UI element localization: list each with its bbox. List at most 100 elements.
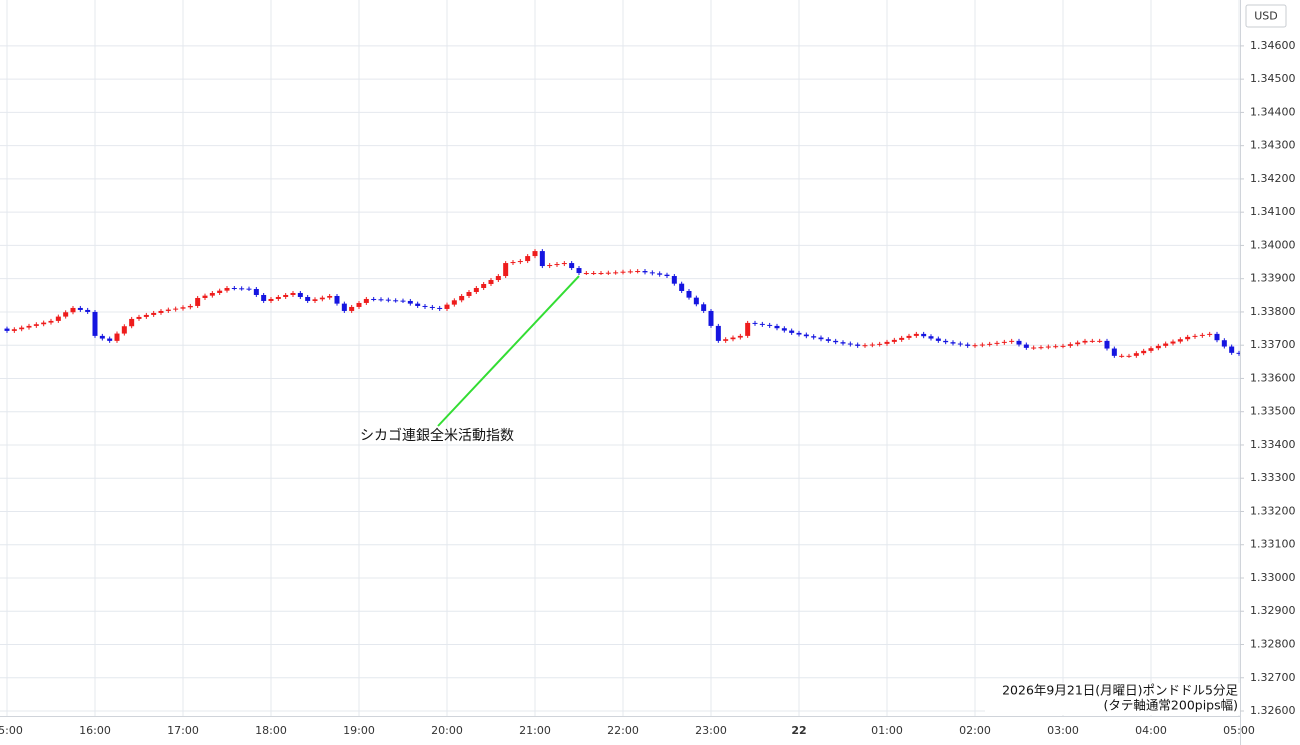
candle-body [657, 273, 663, 275]
candle-body [855, 344, 861, 346]
candle-body [693, 297, 699, 305]
candle-body [437, 307, 443, 309]
candle-body [664, 274, 670, 277]
candle-body [55, 316, 61, 321]
candle-body [561, 263, 567, 265]
currency-label: USD [1254, 10, 1278, 23]
notes: 2026年9月21日(月曜日)ポンドドル5分足 (タテ軸通常200pips幅) [985, 683, 1240, 715]
y-tick-label: 1.34200 [1250, 172, 1296, 185]
x-tick-label: 16:00 [79, 724, 111, 737]
candle-body [950, 342, 956, 344]
candle-body [26, 325, 32, 328]
x-tick-label: 19:00 [343, 724, 375, 737]
candle-body [1082, 340, 1088, 343]
candle-body [752, 322, 758, 324]
y-tick-label: 1.33900 [1250, 272, 1296, 285]
candle-body [341, 303, 347, 311]
candle-body [862, 345, 868, 347]
candle-body [598, 273, 604, 275]
candle-body [789, 330, 795, 333]
y-tick-label: 1.33100 [1250, 538, 1296, 551]
candle-body [605, 272, 611, 274]
candle-body [884, 341, 890, 344]
candle-body [679, 283, 685, 291]
candle-body [569, 263, 575, 269]
candle-body [759, 323, 765, 325]
candle-body [246, 288, 252, 290]
candle-body [1141, 350, 1147, 354]
candle-body [745, 322, 751, 336]
candle-body [422, 305, 428, 307]
candle-body [1111, 348, 1117, 356]
grid [0, 0, 1240, 716]
candle-body [217, 290, 223, 293]
candle-body [811, 336, 817, 338]
candle-body [33, 324, 39, 326]
x-tick-label: 22 [791, 724, 806, 737]
candle-body [796, 332, 802, 335]
candle-body [906, 335, 912, 338]
candle-body [253, 288, 259, 295]
candle-body [833, 340, 839, 343]
y-tick-label: 1.32600 [1250, 704, 1296, 717]
candle-body [451, 300, 457, 305]
candle-body [774, 325, 780, 329]
candle-body [1155, 345, 1161, 349]
candle-body [356, 302, 362, 307]
candle-body [1133, 353, 1139, 356]
candle-body [319, 297, 325, 300]
candle-body [532, 251, 538, 257]
candle-body [1177, 339, 1183, 342]
x-tick-label: 03:00 [1047, 724, 1079, 737]
y-tick-label: 1.33800 [1250, 305, 1296, 318]
candle-body [1192, 335, 1198, 337]
candle-body [921, 333, 927, 337]
candle-body [165, 309, 171, 311]
candle-body [283, 294, 289, 297]
candle-body [840, 342, 846, 344]
candle-body [591, 273, 597, 275]
x-tick-label: 05:00 [1223, 724, 1255, 737]
candle-body [708, 310, 714, 326]
candle-body [972, 345, 978, 347]
candle-body [129, 318, 135, 327]
x-tick-label: 20:00 [431, 724, 463, 737]
candle-body [642, 271, 648, 273]
candle-body [503, 263, 509, 277]
candle-body [576, 268, 582, 274]
x-axis-bg [0, 716, 1240, 745]
x-tick-label: 02:00 [959, 724, 991, 737]
y-tick-label: 1.33700 [1250, 338, 1296, 351]
candle-body [312, 299, 318, 301]
candle-body [173, 308, 179, 310]
x-tick-label: 04:00 [1135, 724, 1167, 737]
candle-body [1045, 346, 1051, 348]
candle-body [979, 344, 985, 346]
candle-body [92, 311, 98, 336]
candle-body [899, 337, 905, 340]
candle-body [327, 295, 333, 298]
candle-body [510, 262, 516, 264]
x-axis: 15:00 16:00 17:00 18:00 19:00 20:00 21:00 22:00… [0, 716, 1255, 745]
y-tick-label: 1.33500 [1250, 405, 1296, 418]
candle-body [1229, 346, 1235, 353]
candle-body [363, 298, 369, 303]
y-tick-label: 1.32800 [1250, 637, 1296, 650]
candle-body [723, 339, 729, 341]
candle-body [847, 343, 853, 345]
note-bg [985, 683, 1240, 715]
candles [4, 249, 1240, 358]
candle-body [136, 316, 142, 319]
x-tick-label: 18:00 [255, 724, 287, 737]
candle-body [730, 337, 736, 340]
candle-body [305, 296, 311, 301]
x-tick-label: 22:00 [607, 724, 639, 737]
candle-body [1185, 336, 1191, 340]
candle-body [429, 306, 435, 308]
candle-body [1075, 342, 1081, 345]
candle-body [935, 338, 941, 341]
candle-body [231, 287, 237, 289]
candle-body [1009, 340, 1015, 342]
candle-body [1038, 347, 1044, 349]
candle-body [957, 343, 963, 345]
